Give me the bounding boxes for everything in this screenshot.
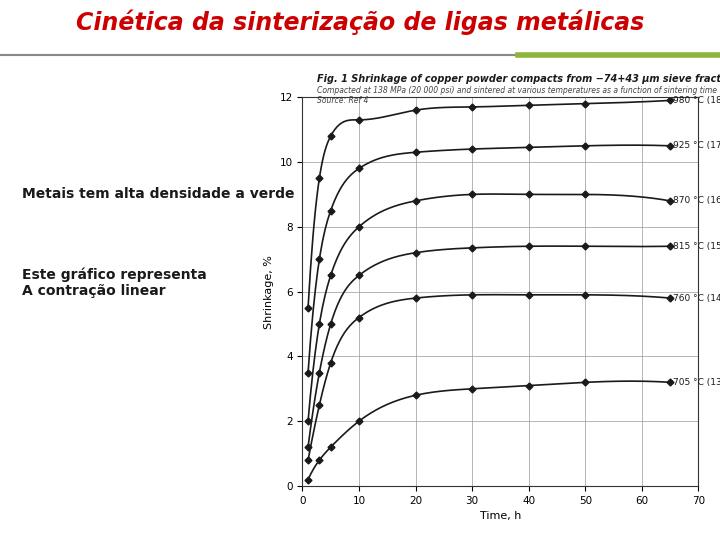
X-axis label: Time, h: Time, h (480, 511, 521, 521)
Text: 870 °C (1600 °F): 870 °C (1600 °F) (673, 197, 720, 205)
Text: Cinética da sinterização de ligas metálicas: Cinética da sinterização de ligas metáli… (76, 10, 644, 36)
Text: Compacted at 138 MPa (20 000 psi) and sintered at various temperatures as a func: Compacted at 138 MPa (20 000 psi) and si… (317, 86, 717, 105)
Text: 980 °C (1800 °F): 980 °C (1800 °F) (673, 96, 720, 105)
Text: 815 °C (1500 °F): 815 °C (1500 °F) (673, 242, 720, 251)
Text: Metais tem alta densidade a verde: Metais tem alta densidade a verde (22, 187, 294, 201)
Text: 705 °C (1300 °F): 705 °C (1300 °F) (673, 378, 720, 387)
Text: 925 °C (1700 °F): 925 °C (1700 °F) (673, 141, 720, 150)
Text: Fig. 1 Shrinkage of copper powder compacts from −74+43 μm sieve fraction: Fig. 1 Shrinkage of copper powder compac… (317, 73, 720, 84)
Text: 760 °C (1400 °F): 760 °C (1400 °F) (673, 294, 720, 302)
Y-axis label: Shrinkage, %: Shrinkage, % (264, 255, 274, 328)
Text: Este gráfico representa
A contração linear: Este gráfico representa A contração line… (22, 267, 207, 298)
